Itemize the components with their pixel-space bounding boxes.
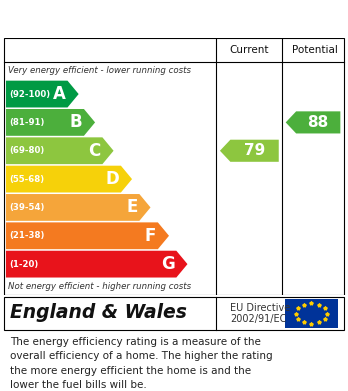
Text: A: A <box>53 85 66 103</box>
Polygon shape <box>6 109 95 136</box>
Text: Energy Efficiency Rating: Energy Efficiency Rating <box>10 11 232 27</box>
Text: 2002/91/EC: 2002/91/EC <box>230 314 287 324</box>
Text: Very energy efficient - lower running costs: Very energy efficient - lower running co… <box>8 66 191 75</box>
Polygon shape <box>6 251 188 278</box>
Text: C: C <box>88 142 101 160</box>
Text: D: D <box>105 170 119 188</box>
Text: Potential: Potential <box>292 45 338 55</box>
Polygon shape <box>6 166 132 192</box>
Text: The energy efficiency rating is a measure of the
overall efficiency of a home. T: The energy efficiency rating is a measur… <box>10 337 273 390</box>
Polygon shape <box>6 194 150 221</box>
Text: Not energy efficient - higher running costs: Not energy efficient - higher running co… <box>8 282 191 291</box>
Text: (21-38): (21-38) <box>9 231 45 240</box>
Bar <box>285 300 338 328</box>
Text: (69-80): (69-80) <box>9 146 45 155</box>
Text: F: F <box>145 227 156 245</box>
Text: E: E <box>126 199 138 217</box>
Text: B: B <box>70 113 82 131</box>
Polygon shape <box>6 137 113 164</box>
Text: 79: 79 <box>244 143 265 158</box>
Text: (81-91): (81-91) <box>9 118 45 127</box>
Text: England & Wales: England & Wales <box>10 303 187 322</box>
Text: (1-20): (1-20) <box>9 260 39 269</box>
Text: (39-54): (39-54) <box>9 203 45 212</box>
Text: EU Directive: EU Directive <box>230 303 291 313</box>
Text: Current: Current <box>230 45 269 55</box>
Polygon shape <box>220 140 279 162</box>
Polygon shape <box>286 111 340 133</box>
Text: G: G <box>161 255 175 273</box>
Polygon shape <box>6 81 79 108</box>
Text: (55-68): (55-68) <box>9 175 45 184</box>
Polygon shape <box>6 222 169 249</box>
Text: 88: 88 <box>308 115 329 130</box>
Text: (92-100): (92-100) <box>9 90 50 99</box>
